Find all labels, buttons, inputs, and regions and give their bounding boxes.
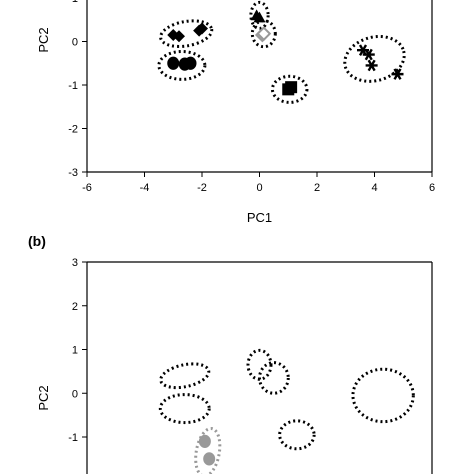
data-point bbox=[173, 30, 185, 43]
y-tick-label: 1 bbox=[72, 345, 78, 357]
panel-a: -3 -2 -1 0 1 -6 -4 -2 0 2 4 6 PC1 PC2 bbox=[36, 0, 435, 225]
group-ellipse bbox=[351, 367, 415, 424]
x-tick-label: 6 bbox=[429, 182, 435, 194]
x-tick-label: 4 bbox=[371, 182, 377, 194]
group-ellipse bbox=[159, 362, 211, 390]
x-axis-label: PC1 bbox=[247, 210, 272, 225]
data-point bbox=[184, 56, 197, 70]
y-tick-label: -2 bbox=[68, 124, 78, 136]
data-point bbox=[198, 434, 211, 448]
group-ellipse bbox=[159, 19, 214, 48]
data-point bbox=[167, 56, 180, 70]
y-axis-label: PC2 bbox=[36, 385, 51, 410]
y-tick-label: 2 bbox=[72, 301, 78, 313]
data-point bbox=[365, 59, 378, 72]
data-point bbox=[203, 452, 216, 466]
panel-b: -1 0 1 2 3 PC2 (b) bbox=[28, 233, 433, 474]
y-tick-label: -1 bbox=[68, 432, 78, 444]
y-tick-label: 1 bbox=[72, 0, 78, 5]
group-ellipse bbox=[343, 34, 406, 83]
group-ellipse bbox=[250, 19, 277, 49]
x-tick-label: -6 bbox=[82, 182, 92, 194]
panel-label: (b) bbox=[28, 233, 46, 249]
group-ellipse bbox=[157, 50, 207, 81]
y-tick-label: 3 bbox=[72, 257, 78, 269]
data-point bbox=[285, 81, 298, 94]
data-point bbox=[196, 22, 208, 35]
group-ellipse bbox=[249, 0, 270, 30]
group-ellipse bbox=[194, 427, 222, 474]
data-point bbox=[256, 26, 272, 42]
group-ellipse bbox=[258, 361, 290, 395]
data-point bbox=[362, 48, 375, 61]
y-tick-label: 0 bbox=[72, 37, 78, 49]
y-axis-label: PC2 bbox=[36, 27, 51, 52]
x-tick-label: -2 bbox=[197, 182, 207, 194]
data-point bbox=[391, 68, 404, 80]
x-tick-label: -4 bbox=[140, 182, 150, 194]
y-tick-label: -1 bbox=[68, 80, 78, 92]
group-ellipse bbox=[278, 419, 316, 451]
group-ellipse bbox=[246, 348, 273, 381]
x-tick-label: 2 bbox=[314, 182, 320, 194]
group-ellipse bbox=[270, 74, 309, 104]
x-tick-label: 0 bbox=[256, 182, 262, 194]
y-tick-label: 0 bbox=[72, 388, 78, 400]
y-tick-label: -3 bbox=[68, 167, 78, 179]
group-ellipse bbox=[158, 393, 211, 425]
